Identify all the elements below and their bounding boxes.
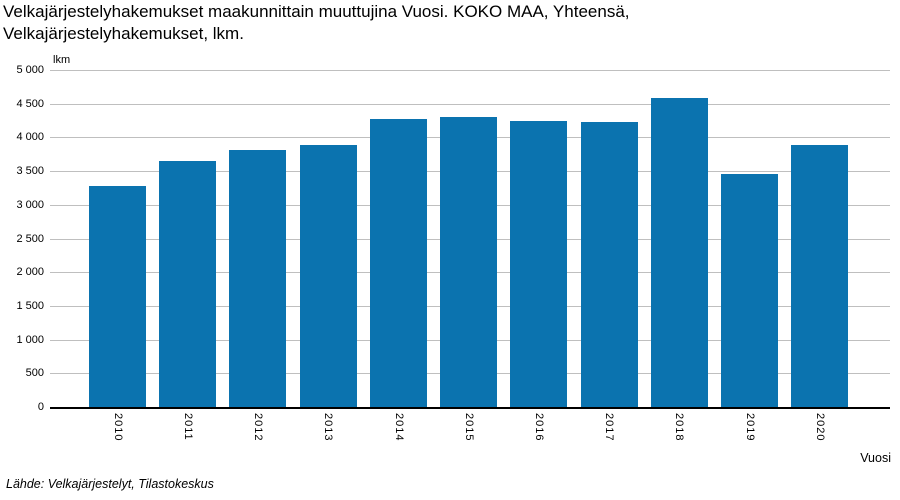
x-axis-tick-labels: 2010 2011 2012 2013 2014 2015 2016 2017 2018 2019… [50, 413, 890, 453]
x-tick-label-2019: 2019 [744, 413, 756, 442]
bar-2017 [581, 122, 638, 407]
x-tick-label-2015: 2015 [463, 413, 475, 442]
gridline-4500 [50, 104, 890, 105]
bar-2018 [651, 98, 708, 407]
gridline-5000 [50, 70, 890, 71]
y-tick-label-2500: 2 500 [16, 233, 44, 245]
x-tick-label-2018: 2018 [673, 413, 685, 442]
x-tick-label-2012: 2012 [252, 413, 264, 442]
bar-2014 [370, 119, 427, 407]
y-tick-label-2000: 2 000 [16, 266, 44, 278]
y-tick-label-3500: 3 500 [16, 165, 44, 177]
bar-2016 [510, 121, 567, 407]
y-tick-label-500: 500 [25, 367, 44, 379]
x-tick-label-2020: 2020 [814, 413, 826, 442]
y-tick-label-1500: 1 500 [16, 300, 44, 312]
x-tick-label-2014: 2014 [393, 413, 405, 442]
x-tick-label-2011: 2011 [182, 413, 194, 441]
chart-title: Velkajärjestelyhakemukset maakunnittain … [3, 1, 630, 45]
y-tick-label-4500: 4 500 [16, 98, 44, 110]
x-axis-title: Vuosi [860, 451, 891, 465]
y-tick-label-1000: 1 000 [16, 334, 44, 346]
bar-2013 [300, 145, 357, 407]
x-tick-label-2010: 2010 [112, 413, 124, 442]
x-tick-label-2016: 2016 [533, 413, 545, 442]
chart-title-line2: Velkajärjestelyhakemukset, lkm. [3, 24, 244, 43]
x-tick-label-2013: 2013 [322, 413, 334, 442]
bar-2019 [721, 174, 778, 407]
bar-2012 [229, 150, 286, 407]
y-tick-label-0: 0 [37, 401, 44, 413]
y-tick-label-3000: 3 000 [16, 199, 44, 211]
plot-area [50, 70, 890, 409]
x-tick-label-2017: 2017 [603, 413, 615, 442]
y-axis-unit-label: lkm [53, 54, 71, 66]
y-axis-tick-labels: 5 000 4 500 4 000 3 500 3 000 2 500 2 000 1 500… [0, 64, 44, 413]
chart-title-line1: Velkajärjestelyhakemukset maakunnittain … [3, 2, 630, 21]
bar-2020 [791, 145, 848, 407]
bar-2010 [89, 186, 146, 407]
y-tick-label-5000: 5 000 [16, 64, 44, 76]
bar-2015 [440, 117, 497, 407]
source-note: Lähde: Velkajärjestelyt, Tilastokeskus [6, 477, 214, 491]
y-tick-label-4000: 4 000 [16, 131, 44, 143]
bar-2011 [159, 161, 216, 407]
